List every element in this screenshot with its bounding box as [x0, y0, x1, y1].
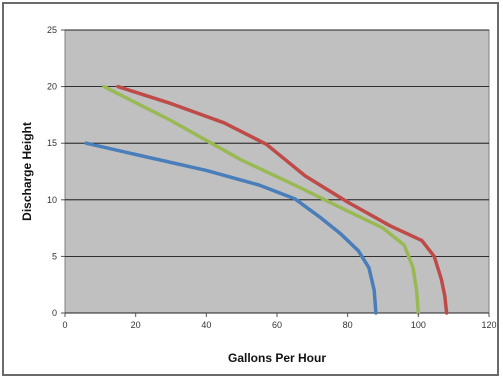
series-line-3 [116, 84, 449, 315]
x-tick-label-120: 120 [481, 320, 496, 330]
series-group [84, 84, 449, 315]
x-axis-title: Gallons Per Hour [228, 351, 326, 365]
y-axis-title: Discharge Height [20, 122, 34, 221]
plot-area [64, 29, 490, 314]
x-tick-label-20: 20 [131, 320, 141, 330]
series-line-1 [84, 141, 378, 315]
x-tick-label-100: 100 [411, 320, 426, 330]
x-tick-label-60: 60 [272, 320, 282, 330]
y-tick-label-15: 15 [47, 138, 57, 148]
y-tick-label-25: 25 [47, 25, 57, 35]
y-tick-label-20: 20 [47, 82, 57, 92]
x-tick-label-80: 80 [343, 320, 353, 330]
x-tick-label-40: 40 [201, 320, 211, 330]
series-line-2 [102, 84, 421, 315]
y-tick-label-10: 10 [47, 195, 57, 205]
y-tick-label-0: 0 [52, 308, 57, 318]
y-tick-label-5: 5 [52, 251, 57, 261]
x-tick-label-0: 0 [62, 320, 67, 330]
tick-labels: 0 5 10 15 20 25 0 20 40 60 80 100 120 [47, 25, 497, 330]
